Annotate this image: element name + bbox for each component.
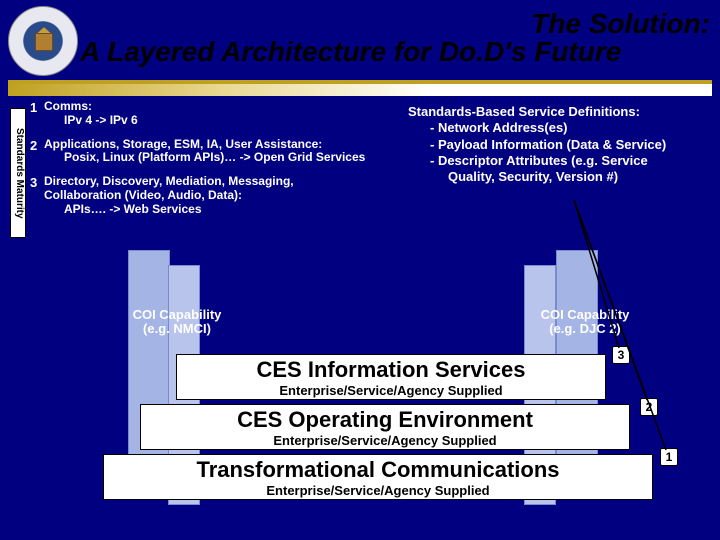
right-title: Standards-Based Service Definitions: bbox=[408, 104, 708, 120]
layer-info-services: CES Information Services Enterprise/Serv… bbox=[176, 354, 606, 400]
layer-badge-1: 1 bbox=[660, 448, 678, 466]
right-bullet: - Network Address(es) bbox=[430, 120, 708, 136]
list-body: Applications, Storage, ESM, IA, User Ass… bbox=[44, 138, 380, 166]
service-definitions-block: Standards-Based Service Definitions: - N… bbox=[408, 104, 708, 185]
layer-title: CES Operating Environment bbox=[141, 405, 629, 433]
coi-line: (e.g. DJC 2) bbox=[549, 321, 621, 336]
title-line-2: A Layered Architecture for Do.D's Future bbox=[80, 36, 710, 68]
list-body: Directory, Discovery, Mediation, Messagi… bbox=[44, 175, 380, 216]
layer-sub: Enterprise/Service/Agency Supplied bbox=[141, 433, 629, 450]
list-num: 2 bbox=[30, 138, 44, 166]
list-num: 1 bbox=[30, 100, 44, 128]
layer-badge-3: 3 bbox=[612, 346, 630, 364]
list-line: Collaboration (Video, Audio, Data): bbox=[44, 188, 242, 202]
right-bullet: Quality, Security, Version #) bbox=[448, 169, 708, 185]
layer-operating-env: CES Operating Environment Enterprise/Ser… bbox=[140, 404, 630, 450]
layer-transformational-comms: Transformational Communications Enterpri… bbox=[103, 454, 653, 500]
layer-title: CES Information Services bbox=[177, 355, 605, 383]
right-bullet: - Descriptor Attributes (e.g. Service bbox=[430, 153, 708, 169]
list-head: Comms: bbox=[44, 99, 92, 113]
layer-title: Transformational Communications bbox=[104, 455, 652, 483]
list-head: Applications, Storage, ESM, IA, User Ass… bbox=[44, 137, 322, 151]
list-item: 1 Comms: IPv 4 -> IPv 6 bbox=[30, 100, 380, 128]
list-line: Posix, Linux (Platform APIs)… -> Open Gr… bbox=[64, 151, 380, 165]
layer-sub: Enterprise/Service/Agency Supplied bbox=[177, 383, 605, 400]
agency-seal bbox=[8, 6, 78, 76]
slide-title: The Solution: A Layered Architecture for… bbox=[80, 8, 710, 68]
coi-left: COI Capability (e.g. NMCI) bbox=[122, 308, 232, 337]
list-line: APIs…. -> Web Services bbox=[64, 203, 380, 217]
coi-right: COI Capability (e.g. DJC 2) bbox=[530, 308, 640, 337]
coi-line: COI Capability bbox=[541, 307, 630, 322]
layer-badge-2: 2 bbox=[640, 398, 658, 416]
right-bullet: - Payload Information (Data & Service) bbox=[430, 137, 708, 153]
layer-sub: Enterprise/Service/Agency Supplied bbox=[104, 483, 652, 500]
coi-line: (e.g. NMCI) bbox=[143, 321, 211, 336]
list-item: 3 Directory, Discovery, Mediation, Messa… bbox=[30, 175, 380, 216]
standards-maturity-label: Standards Maturity bbox=[10, 108, 26, 238]
list-item: 2 Applications, Storage, ESM, IA, User A… bbox=[30, 138, 380, 166]
list-body: Comms: IPv 4 -> IPv 6 bbox=[44, 100, 380, 128]
title-gradient bbox=[8, 84, 712, 96]
list-line: IPv 4 -> IPv 6 bbox=[64, 114, 380, 128]
list-num: 3 bbox=[30, 175, 44, 216]
maturity-list: 1 Comms: IPv 4 -> IPv 6 2 Applications, … bbox=[30, 100, 380, 227]
list-head: Directory, Discovery, Mediation, Messagi… bbox=[44, 174, 294, 188]
coi-line: COI Capability bbox=[133, 307, 222, 322]
